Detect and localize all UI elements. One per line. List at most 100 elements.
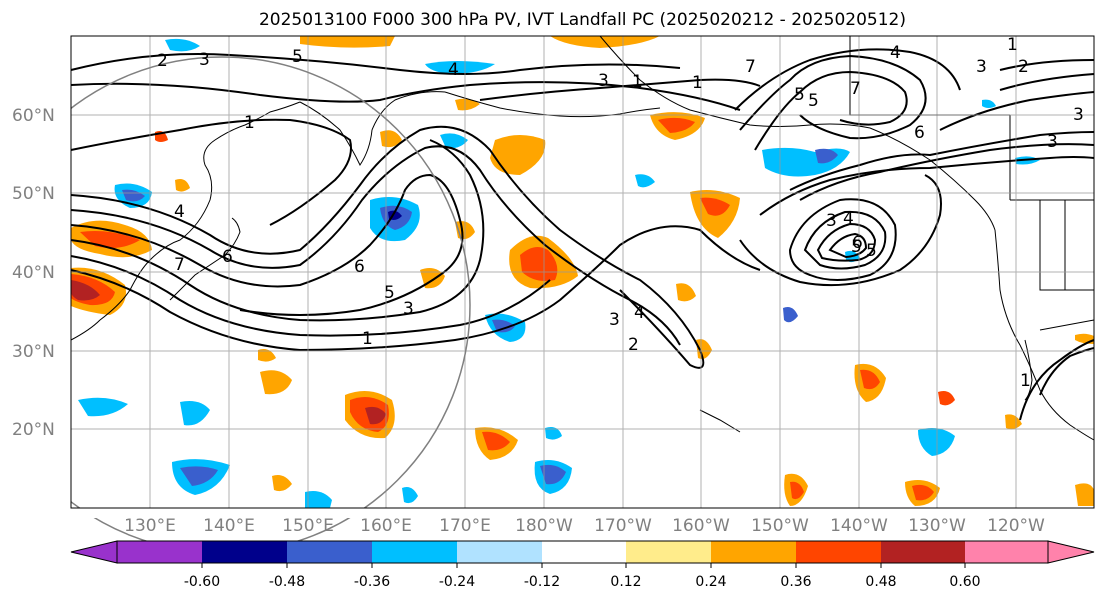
pv-blob-small-orange-5 [1005,414,1022,430]
lon-label-120w: 120°W [987,516,1045,536]
contour-north-2 [70,81,741,111]
contour-jet-2 [70,145,681,346]
contour-label: 4 [843,209,854,229]
contour-label: 3 [403,299,414,319]
colorbar-tick-label: 0.48 [865,574,896,590]
pv-blob-small-orange-9 [676,283,696,302]
pv-blob-small-orange-10 [175,179,190,192]
map-border [70,35,1095,509]
lon-label-130e: 130°E [124,516,176,536]
contour-east-lower-2 [1039,347,1095,396]
coast-asia [70,101,301,341]
contour-label: 4 [448,60,459,80]
latitude-labels: 60°N 50°N 40°N 30°N 20°N [12,106,55,440]
map-title: 2025013100 F000 300 hPa PV, IVT Landfall… [258,10,906,30]
lat-label-50n: 50°N [12,184,55,204]
contour-north-4 [479,78,761,101]
colorbar-tick-label: -0.12 [524,574,560,590]
contour-label: 2 [1018,57,1029,77]
contour-east-lower [1019,339,1095,421]
colorbar-ticks [201,563,966,568]
contour-label: 1 [1007,35,1018,55]
lat-label-40n: 40°N [12,263,55,283]
pv-blob-east-orange-core [700,197,730,216]
coast-aleutians [444,91,661,118]
colorbar-extend-left [70,540,118,564]
colorbar-segment [542,541,626,563]
pv-blob-small-orange-8 [545,427,562,440]
contour-ridge-1 [739,54,927,140]
contour-jet-1 [70,125,705,369]
coastlines [70,35,1095,441]
pv-blob-south-blue-core [540,464,566,485]
longitude-labels: 130°E 140°E 150°E 160°E 170°E 180°W 170°… [124,516,1045,536]
pv-blob-gulf-orange-core [658,117,695,133]
contour-label: 1 [632,72,643,92]
contour-east-1 [789,131,1095,191]
contour-cutoff-2 [803,210,887,270]
contour-label: 1 [362,329,373,349]
contour-label: 3 [826,211,837,231]
contour-label: 3 [976,57,987,77]
border-states-1 [1039,200,1094,291]
pv-blob-orange-sm-2 [258,349,276,362]
pv-blob-e-orange-3 [1075,483,1094,506]
pv-blob-south-red-core [365,406,386,425]
contour-cutoff-1 [788,198,897,281]
colorbar-segment [711,541,796,563]
contour-label: 6 [222,247,233,267]
pv-contours [70,48,1095,421]
contour-label: 1 [692,73,703,93]
pv-blob-orange-ne-pac-core [860,369,880,390]
border-mexico [1039,319,1095,331]
contour-label: 7 [174,255,185,275]
contour-label: 1 [244,113,255,133]
pv-blob-topleft-blue [165,38,200,52]
contour-label: 7 [745,57,756,77]
contour-label: 3 [1047,132,1058,152]
colorbar-tick-label: -0.60 [184,574,220,590]
contour-label: 5 [866,241,877,261]
contour-label: 3 [199,50,210,70]
colorbar-extend-right [1047,540,1095,564]
contour-east-5 [999,59,1095,71]
colorbar-tick-label: 0.24 [695,574,726,590]
pv-blob-south-orange-core [482,431,510,451]
contour-label: 5 [292,47,303,67]
contour-jet-5 [70,255,551,337]
lon-label-140e: 140°E [203,516,255,536]
contour-jet-3 [70,173,464,316]
contour-jet-4 [70,139,485,322]
contour-label: 2 [628,335,639,355]
colorbar-segment [372,541,457,563]
pv-blob-small-blue-8 [982,99,996,108]
colorbar-segment [287,541,372,563]
colorbar-tick-label: 0.60 [949,574,980,590]
colorbar-segment [626,541,711,563]
colorbar-segment [117,541,202,563]
contour-east-3 [759,156,1095,216]
contour-label: 6 [852,233,863,253]
pv-blob-north-orange [300,36,395,48]
pv-blob-w-blue-2 [180,401,210,426]
pv-blob-small-orange-4 [938,391,955,406]
colorbar-segment [202,541,287,563]
lon-label-140w: 140°W [830,516,888,536]
lat-label-60n: 60°N [12,106,55,126]
pv-blob-north-blue [425,61,495,74]
contour-label: 5 [384,283,395,303]
lon-label-170e: 170°E [439,516,491,536]
colorbar-outline [116,540,1049,564]
contour-north-1 [70,53,681,75]
contour-label: 6 [354,257,365,277]
pv-blob-china-core [71,280,100,301]
pv-blob-orange-sm-3 [272,475,292,492]
colorbar-tick-label: -0.48 [269,574,305,590]
contour-label: 1 [1020,371,1031,391]
pv-blob-small-blue-5 [305,491,332,508]
contour-cutoff-3 [816,222,877,262]
pv-blob-w-blue [78,397,128,417]
contour-cutoff-4 [828,232,868,259]
pv-blob-small-blue-6 [402,487,418,504]
